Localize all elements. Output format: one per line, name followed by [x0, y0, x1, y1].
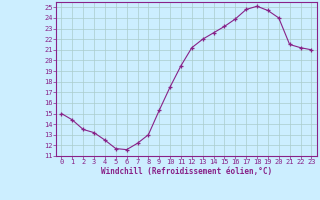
X-axis label: Windchill (Refroidissement éolien,°C): Windchill (Refroidissement éolien,°C) [101, 167, 272, 176]
